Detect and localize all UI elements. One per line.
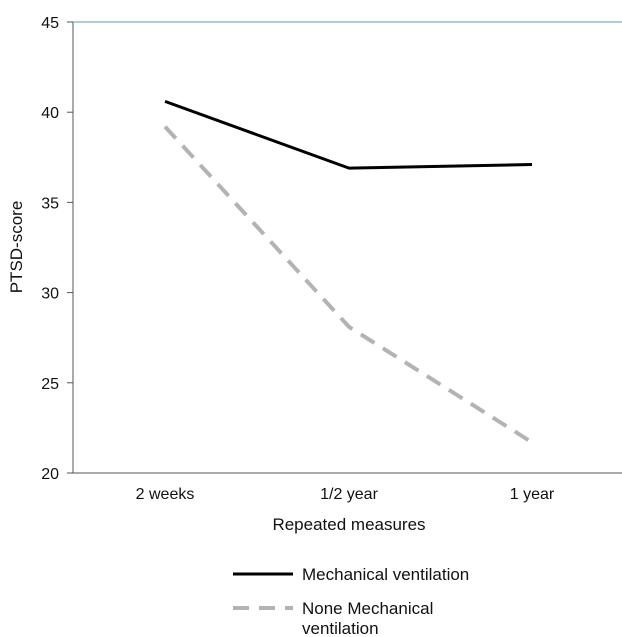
legend-label-1: Mechanical ventilation <box>302 565 469 584</box>
series-line-1 <box>164 99 533 170</box>
y-tick-label: 30 <box>41 286 59 303</box>
y-tick-label: 35 <box>41 195 59 212</box>
y-tick-label: 20 <box>41 466 59 483</box>
series-lines <box>163 99 534 445</box>
y-tick-label: 40 <box>41 105 59 122</box>
legend-label-2: None Mechanical ventilation <box>302 599 433 637</box>
x-tick-label: 1 year <box>510 486 555 503</box>
legend: Mechanical ventilation None Mechanical ven… <box>233 565 469 637</box>
axes: 20 25 30 35 40 45 2 weeks 1/2 year 1 year <box>41 15 622 503</box>
x-tick-label: 2 weeks <box>136 486 195 503</box>
x-axis-label: Repeated measures <box>272 515 425 534</box>
y-tick-label: 25 <box>41 376 59 393</box>
series-line-2 <box>163 125 534 445</box>
y-tick-label: 45 <box>41 15 59 32</box>
y-axis-label: PTSD-score <box>7 201 26 294</box>
x-tick-label: 1/2 year <box>320 486 378 503</box>
